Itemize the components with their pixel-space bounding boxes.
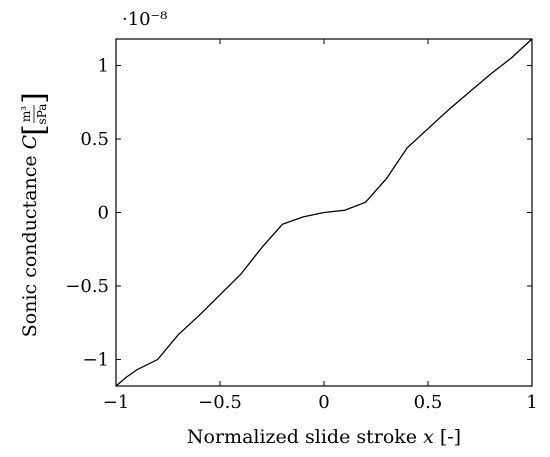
y-tick-label: 0.5 <box>80 129 109 150</box>
x-tick-label: 0.5 <box>414 392 443 413</box>
axis-ticks <box>115 39 533 386</box>
conductance-line <box>115 38 533 387</box>
y-axis-label: Sonic conductance C [ m³ sPa ] <box>17 92 52 337</box>
x-axis-label: Normalized slide stroke x [-] <box>187 426 461 448</box>
x-tick-label: −1 <box>103 392 130 413</box>
svg-text:Sonic conductance C: Sonic conductance C <box>19 134 41 337</box>
unit-denominator: sPa <box>35 104 49 125</box>
y-tick-label: −1 <box>82 350 109 371</box>
svg-text:]: ] <box>17 92 52 104</box>
y-tick-label: 0 <box>98 203 109 224</box>
y-tick-labels: −1 −0.5 0 0.5 1 <box>65 55 109 370</box>
plot-area <box>115 38 533 387</box>
x-tick-label: 0 <box>318 392 329 413</box>
y-axis-multiplier: ·10⁻⁸ <box>122 9 167 30</box>
unit-numerator: m³ <box>19 106 33 122</box>
x-tick-label: −0.5 <box>198 392 242 413</box>
y-tick-label: 1 <box>98 55 109 76</box>
svg-text:[: [ <box>17 124 52 136</box>
x-tick-labels: −1 −0.5 0 0.5 1 <box>103 392 538 413</box>
x-tick-label: 1 <box>526 392 537 413</box>
y-tick-label: −0.5 <box>65 276 109 297</box>
